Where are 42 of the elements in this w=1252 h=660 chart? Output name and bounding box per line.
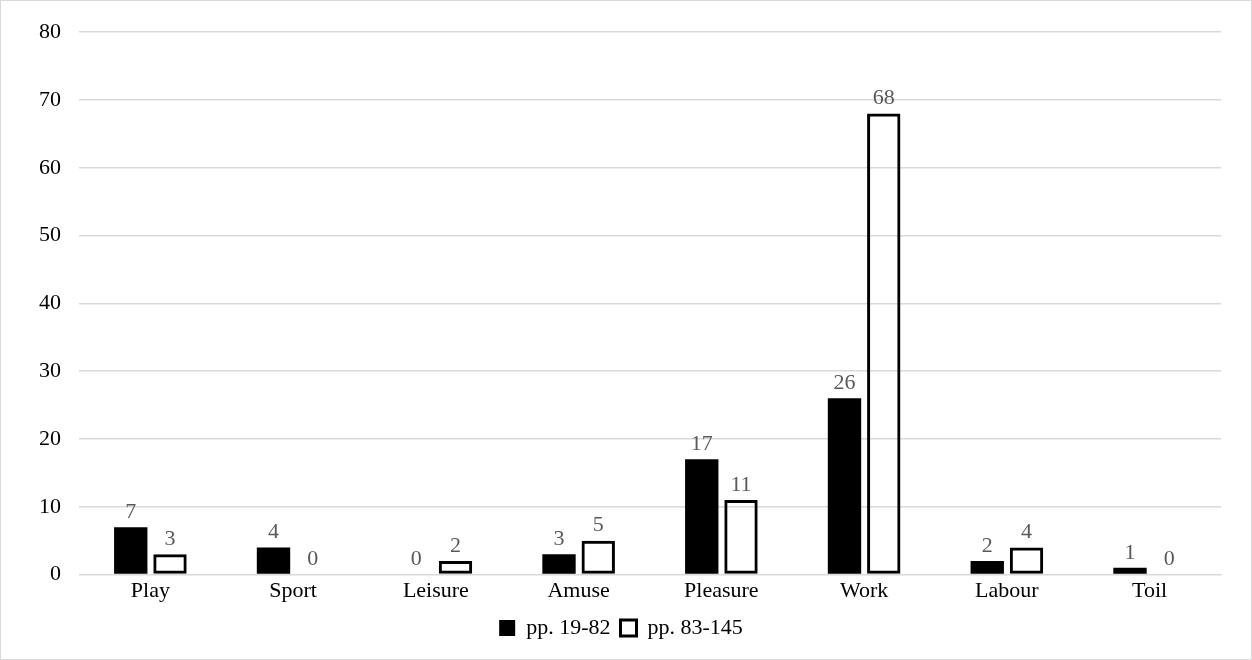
data-label: 4	[268, 518, 279, 544]
data-label: 1	[1124, 538, 1136, 564]
y-tick-label: 30	[39, 356, 61, 382]
x-tick-label: Sport	[269, 576, 317, 602]
y-tick-label: 10	[39, 492, 61, 518]
x-tick-label: Toil	[1132, 576, 1168, 602]
data-label: 7	[125, 497, 137, 523]
bar	[542, 554, 576, 574]
y-tick-label: 40	[39, 289, 61, 315]
data-label: 2	[981, 531, 993, 557]
legend-label: pp. 83-145	[647, 613, 743, 639]
data-label: 3	[164, 525, 176, 551]
data-label: 0	[307, 545, 319, 571]
x-tick-label: Amuse	[547, 576, 610, 602]
y-tick-label: 80	[39, 17, 61, 43]
bar	[970, 561, 1004, 574]
data-label: 4	[1021, 518, 1032, 544]
x-tick-label: Pleasure	[684, 576, 759, 602]
data-label: 2	[450, 531, 461, 557]
x-tick-label: Play	[130, 576, 170, 602]
x-tick-label: Leisure	[402, 576, 469, 602]
data-label: 0	[1163, 545, 1175, 571]
data-label: 11	[730, 470, 752, 496]
y-tick-label: 60	[39, 153, 61, 179]
legend-label: pp. 19-82	[526, 613, 611, 639]
data-label: 0	[410, 545, 422, 571]
x-tick-label: Labour	[975, 576, 1040, 602]
data-label: 3	[553, 525, 565, 551]
bar	[1113, 567, 1147, 574]
bar	[827, 398, 862, 574]
x-tick-label: Work	[839, 576, 889, 602]
bar	[114, 527, 148, 574]
y-tick-label: 70	[39, 85, 61, 111]
data-label: 5	[592, 511, 604, 537]
bar	[685, 459, 719, 574]
bar	[256, 547, 291, 574]
y-tick-label: 50	[39, 221, 61, 247]
data-label: 17	[690, 430, 713, 456]
data-label: 26	[833, 369, 856, 395]
y-tick-label: 20	[39, 424, 61, 450]
y-tick-label: 0	[50, 560, 61, 586]
data-label: 68	[872, 84, 895, 110]
